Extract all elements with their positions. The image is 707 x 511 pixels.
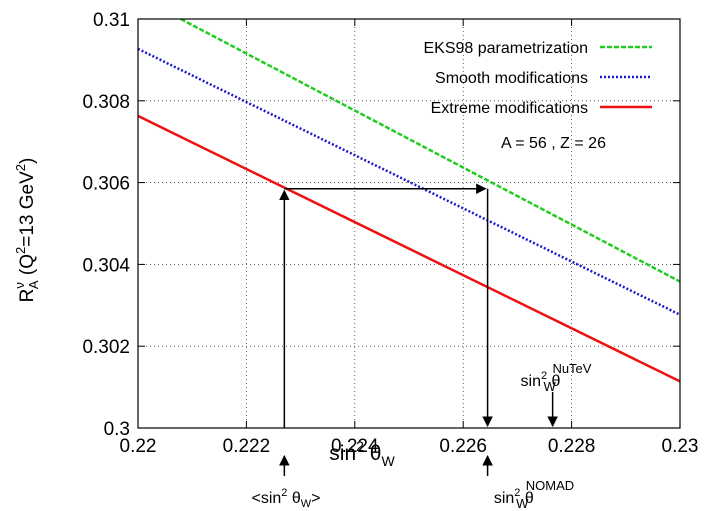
x-axis-title: sin2 θW bbox=[329, 438, 395, 469]
y-tick-label: 0.31 bbox=[93, 10, 130, 31]
x-tick-label: 0.222 bbox=[223, 436, 271, 457]
y-axis-title: RνA (Q2=13 GeV2) bbox=[12, 158, 41, 303]
x-tick-label: 0.22 bbox=[120, 436, 157, 457]
plot-frame bbox=[137, 18, 681, 429]
x-tick-label: 0.226 bbox=[439, 436, 487, 457]
legend-label-eks98: EKS98 parametrization bbox=[423, 40, 588, 57]
y-tick-label: 0.308 bbox=[82, 92, 130, 113]
series-line-extreme bbox=[137, 114, 681, 383]
legend: EKS98 parametrization Smooth modificatio… bbox=[423, 40, 652, 152]
nutev-label: sin2 θNuTeV W bbox=[521, 361, 592, 394]
nucleus-annotation: A = 56 , Z = 26 bbox=[501, 135, 606, 152]
legend-label-smooth: Smooth modifications bbox=[435, 70, 588, 87]
avg-sin-label: <sin2 θW> bbox=[252, 487, 321, 510]
y-tick-label: 0.3 bbox=[104, 419, 130, 440]
series-line-eks98 bbox=[180, 17, 681, 283]
x-tick-label: 0.228 bbox=[548, 436, 596, 457]
legend-label-extreme: Extreme modifications bbox=[431, 100, 588, 117]
x-tick-label: 0.23 bbox=[662, 436, 699, 457]
series-line-smooth bbox=[137, 47, 681, 316]
y-tick-label: 0.302 bbox=[82, 337, 130, 358]
y-tick-label: 0.304 bbox=[82, 255, 130, 276]
axis-ticks: 0.22 0.222 0.224 0.226 0.228 0.23 0.3 0.302 0.30… bbox=[82, 10, 698, 457]
grid bbox=[138, 19, 680, 428]
projection-arrows bbox=[279, 183, 558, 476]
nomad-label: sin2 θNOMAD W bbox=[494, 478, 574, 511]
y-tick-label: 0.306 bbox=[82, 174, 130, 195]
x-tick-label: 0.224 bbox=[331, 436, 379, 457]
series-lines bbox=[137, 17, 681, 383]
